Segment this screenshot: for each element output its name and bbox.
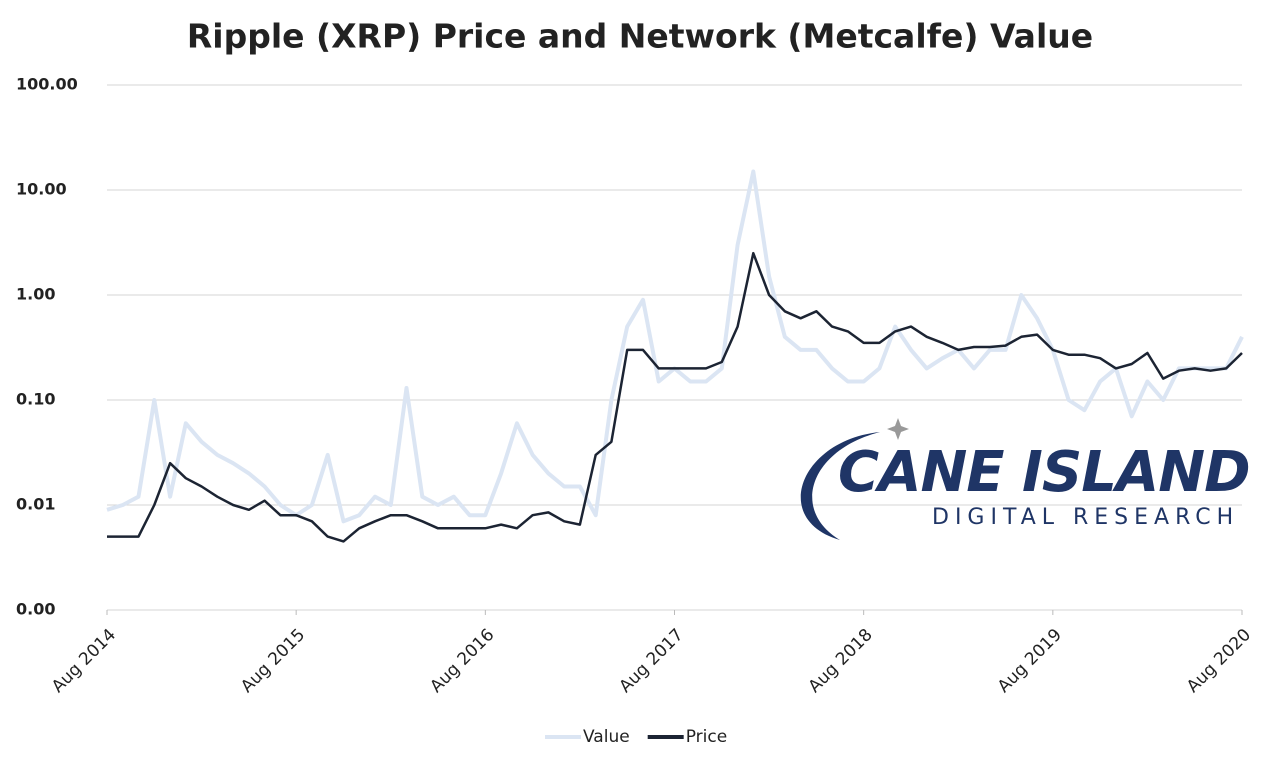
y-tick-label: 10.00	[16, 180, 67, 199]
legend-label: Price	[686, 727, 727, 747]
legend-label: Value	[583, 727, 630, 747]
logo-subtext: DIGITAL RESEARCH	[932, 505, 1239, 530]
line-price	[107, 251, 1243, 543]
logo-swoosh	[800, 432, 880, 540]
logo-star	[887, 418, 909, 440]
y-tick-label: 0.00	[16, 600, 55, 619]
y-tick-label: 1.00	[16, 285, 55, 304]
x-tick-label: Aug 2017	[616, 625, 688, 697]
y-tick-label: 0.01	[16, 495, 55, 514]
x-tick-label: Aug 2015	[237, 625, 309, 697]
chart-title: Ripple (XRP) Price and Network (Metcalfe…	[187, 17, 1093, 56]
x-tick-label: Aug 2018	[805, 625, 877, 697]
x-tick-label: Aug 2016	[426, 625, 498, 697]
x-tick-label: Aug 2019	[994, 625, 1066, 697]
x-tick-label: Aug 2014	[48, 625, 120, 697]
x-tick-label: Aug 2020	[1183, 625, 1255, 697]
logo-text: CANE ISLAND	[838, 440, 1250, 505]
y-tick-label: 100.00	[16, 75, 78, 94]
y-tick-label: 0.10	[16, 390, 55, 409]
